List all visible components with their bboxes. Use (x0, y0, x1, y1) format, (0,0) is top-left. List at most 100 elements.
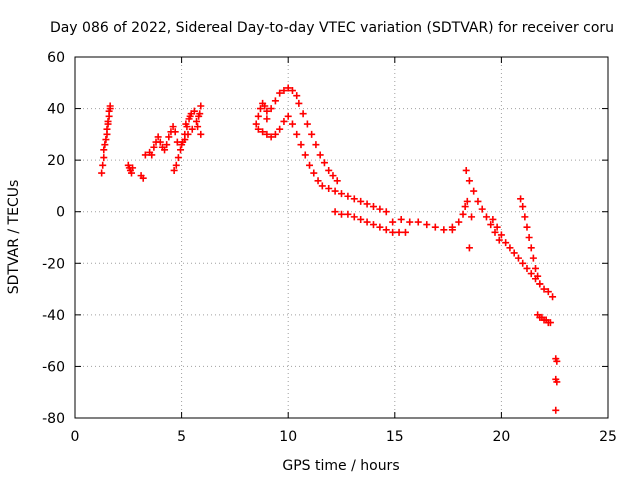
data-point (382, 208, 390, 216)
y-tick-label: -60 (42, 359, 65, 375)
data-point (181, 136, 189, 144)
data-point (261, 102, 269, 110)
data-point (100, 146, 108, 154)
data-point (284, 112, 292, 120)
data-point (389, 228, 397, 236)
data-point (308, 130, 316, 138)
data-point (312, 141, 320, 149)
plot-area: 0 5 10 15 20 25 -80 -60 -40 -20 0 20 40 60 (42, 50, 617, 445)
data-point (406, 218, 414, 226)
y-axis-label: SDTVAR / TECUs (6, 180, 22, 295)
data-point (316, 151, 324, 159)
data-point (534, 272, 542, 280)
data-point (527, 270, 535, 278)
data-point (104, 117, 112, 125)
data-point (186, 112, 194, 120)
data-point (267, 105, 275, 113)
y-tick-label: -20 (42, 256, 65, 272)
data-point (301, 151, 309, 159)
data-point (299, 110, 307, 118)
data-point (329, 172, 337, 180)
data-point (510, 249, 518, 257)
data-point (148, 151, 156, 159)
data-point (184, 130, 192, 138)
data-point (514, 254, 522, 262)
data-point (293, 130, 301, 138)
data-point (188, 125, 196, 133)
data-point (395, 228, 403, 236)
data-point (256, 105, 264, 113)
data-point (263, 115, 271, 123)
data-point (314, 177, 322, 185)
data-point (552, 406, 560, 414)
data-point (397, 215, 405, 223)
y-tick-label: -40 (42, 308, 65, 324)
data-point (465, 177, 473, 185)
data-point (357, 197, 365, 205)
data-point (318, 182, 326, 190)
data-point (276, 89, 284, 97)
data-point (474, 197, 482, 205)
data-point (468, 213, 476, 221)
x-tick-label: 5 (177, 429, 186, 445)
x-tick-label: 0 (71, 429, 80, 445)
data-point (344, 210, 352, 218)
x-tick-label: 25 (599, 429, 617, 445)
data-point (195, 112, 203, 120)
data-point (495, 236, 503, 244)
y-tick-label: -80 (42, 411, 65, 427)
data-point (197, 102, 205, 110)
data-point (350, 195, 358, 203)
data-point (465, 244, 473, 252)
data-point (280, 117, 288, 125)
data-point (288, 87, 296, 95)
data-point (106, 102, 114, 110)
data-point (267, 133, 275, 141)
data-point (369, 221, 377, 229)
data-point (338, 210, 345, 218)
data-point (156, 138, 164, 146)
data-point (532, 264, 540, 272)
data-point (519, 259, 527, 267)
data-point (553, 357, 561, 365)
data-point (171, 128, 179, 136)
data-point (363, 200, 371, 208)
data-point (470, 187, 478, 195)
data-point (389, 218, 397, 226)
data-point (182, 120, 190, 128)
data-point (482, 213, 490, 221)
data-point (127, 169, 135, 177)
x-ticks: 0 5 10 15 20 25 (71, 57, 617, 445)
data-point (523, 264, 531, 272)
data-point (102, 136, 110, 144)
data-point (150, 143, 158, 151)
data-point (197, 130, 205, 138)
data-point (129, 164, 137, 172)
plot-frame (74, 56, 609, 419)
data-point (288, 120, 296, 128)
data-point (529, 254, 537, 262)
data-point (163, 141, 171, 149)
data-point (276, 125, 284, 133)
data-point (172, 161, 180, 169)
data-point (502, 239, 510, 247)
data-point (263, 130, 271, 138)
data-point (506, 244, 514, 252)
data-point (461, 203, 469, 211)
y-ticks: -80 -60 -40 -20 0 20 40 60 (42, 50, 608, 427)
data-point (493, 223, 501, 231)
data-point (331, 208, 339, 216)
data-point (194, 123, 202, 131)
data-point (259, 128, 267, 136)
data-point (523, 223, 531, 231)
data-point (431, 223, 439, 231)
data-points (98, 84, 561, 414)
data-point (161, 146, 169, 154)
data-point (423, 221, 431, 229)
data-point (177, 146, 185, 154)
data-point (455, 218, 463, 226)
data-point (549, 293, 557, 301)
data-point (540, 285, 548, 293)
data-point (295, 99, 303, 107)
y-tick-label: 20 (47, 153, 65, 169)
